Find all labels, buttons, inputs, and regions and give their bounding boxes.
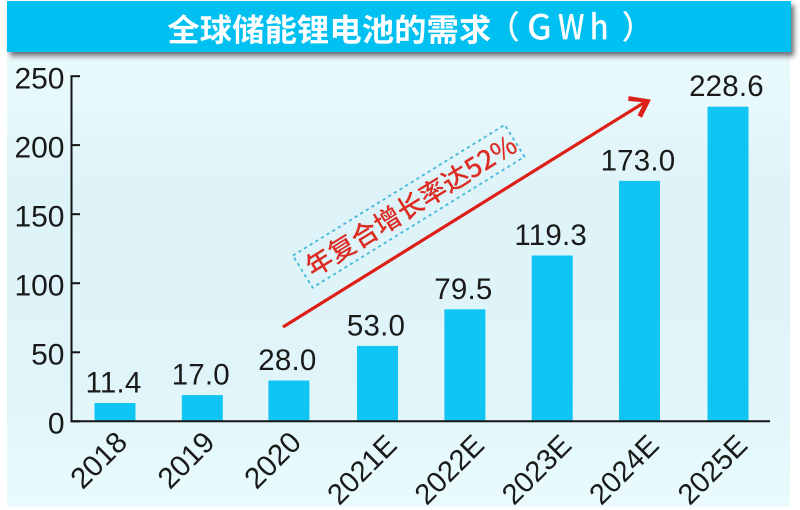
svg-text:119.3: 119.3 [514, 219, 587, 252]
svg-text:2022E: 2022E [409, 429, 491, 510]
svg-text:2024E: 2024E [584, 429, 666, 510]
svg-text:2025E: 2025E [672, 429, 754, 510]
svg-text:228.6: 228.6 [689, 70, 764, 103]
svg-text:28.0: 28.0 [258, 344, 316, 377]
svg-text:2021E: 2021E [322, 429, 404, 510]
svg-text:200: 200 [14, 131, 64, 164]
svg-text:53.0: 53.0 [347, 309, 405, 342]
svg-text:173.0: 173.0 [601, 144, 676, 177]
svg-text:50: 50 [31, 339, 64, 372]
svg-text:17.0: 17.0 [172, 359, 230, 392]
svg-text:79.5: 79.5 [434, 273, 492, 306]
svg-text:2018: 2018 [64, 426, 134, 496]
svg-text:2020: 2020 [238, 426, 308, 496]
svg-text:100: 100 [14, 270, 64, 303]
svg-text:2023E: 2023E [496, 429, 578, 510]
svg-text:150: 150 [14, 201, 64, 234]
svg-text:2019: 2019 [152, 426, 222, 496]
svg-text:250: 250 [14, 63, 64, 96]
svg-text:0: 0 [48, 408, 65, 441]
svg-text:11.4: 11.4 [85, 367, 141, 400]
